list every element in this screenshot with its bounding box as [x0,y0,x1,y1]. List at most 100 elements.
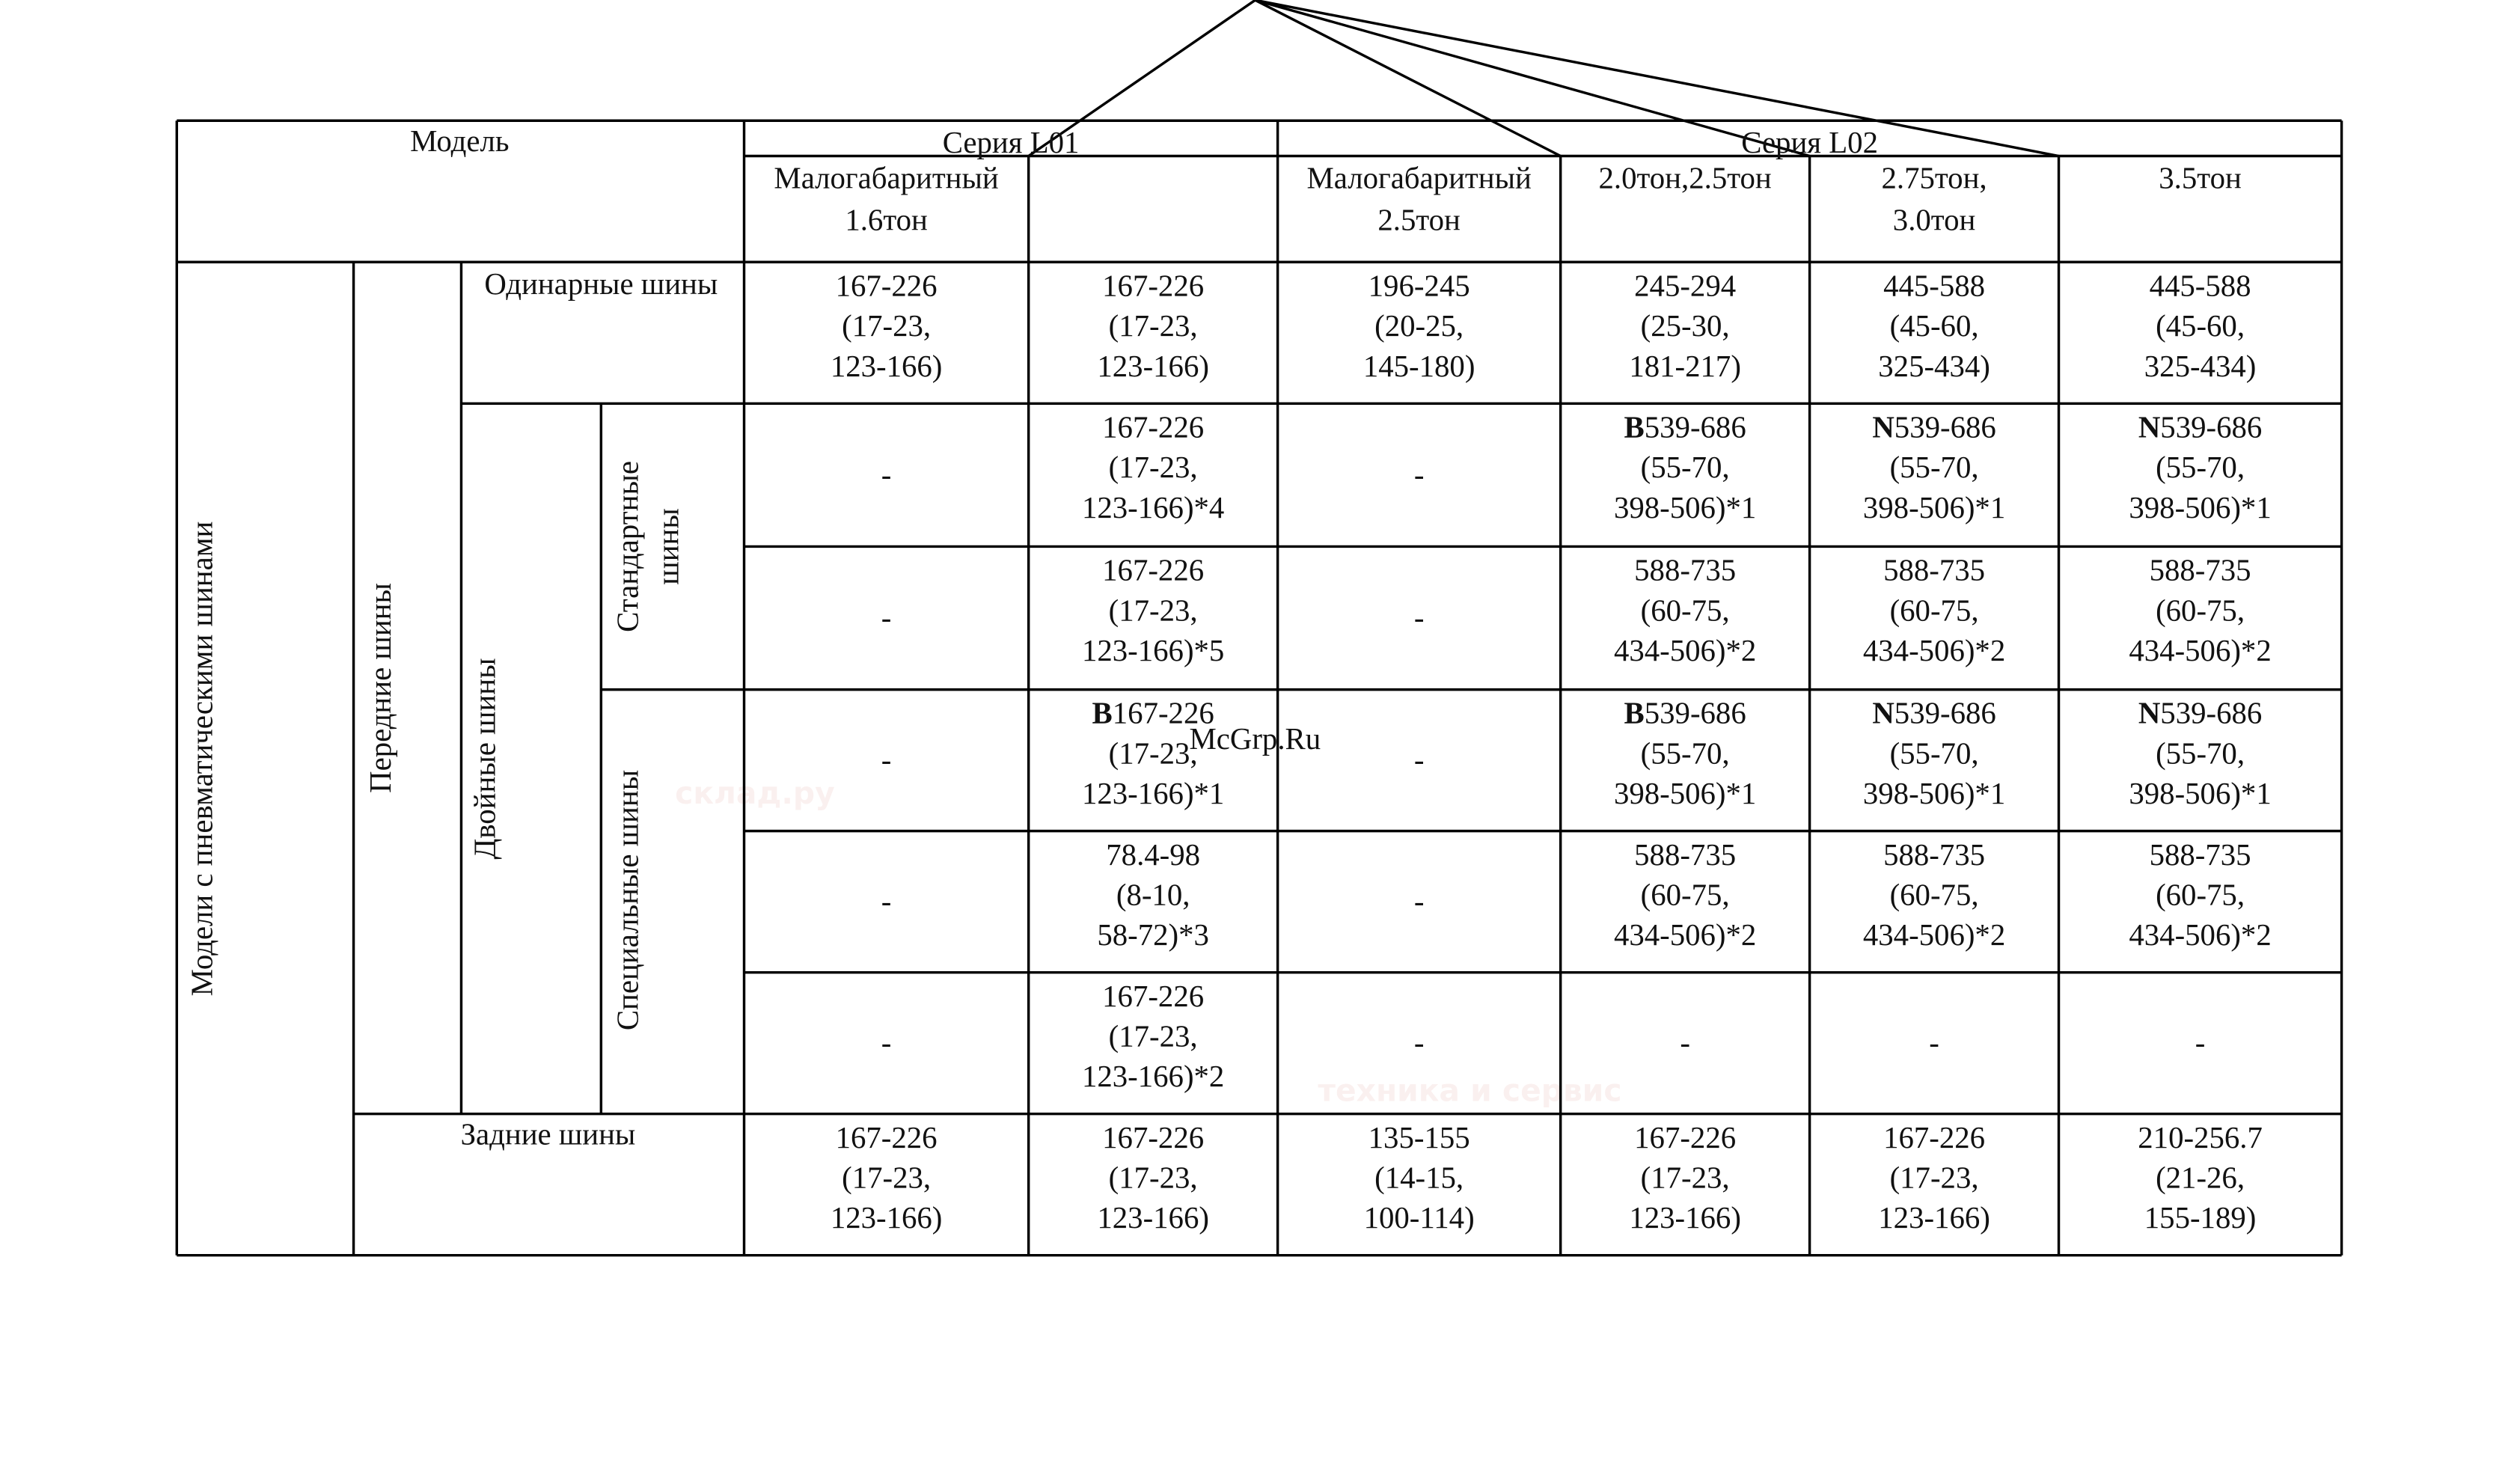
cell-text: (55-70, [1641,736,1730,770]
cell-text: (25-30, [1641,309,1730,343]
cell-text: B539-686 [1624,697,1746,730]
cell-text: (60-75, [1641,878,1730,911]
cell-line: 539-686 [2160,410,2262,444]
cell-text: N539-686 [1872,697,1995,730]
cell-text: 588-735 [1634,554,1736,587]
cell-text: 145-180) [1363,349,1475,383]
cell-text: 167-226 [1102,1121,1204,1155]
cell-text: 167-226 [1102,979,1204,1013]
cell-text: (60-75, [2156,878,2245,911]
cell-line: 445-588 [2150,269,2251,302]
cell-line: 539-686 [1645,410,1746,444]
watermark-logo: склад.ру [675,775,835,811]
cell-text: 398-506)*1 [1614,491,1756,525]
cell-prefix: B [1624,697,1645,730]
cell-line: 539-686 [2160,697,2262,730]
cell-line: (17-23, [1890,1161,1979,1195]
cell-text: - [881,458,892,492]
cell-line: 181-217) [1629,349,1741,383]
cell-text: (17-23, [842,309,931,343]
cell-prefix: N [1872,697,1894,730]
cell-text: 123-166) [1878,1201,1990,1235]
rear-label: Задние шины [461,1118,636,1152]
cell-text: (17-23, [842,1161,931,1195]
cell-text: (55-70, [2156,736,2245,770]
watermark-slogan: техника и сервис [1318,1073,1621,1109]
cell-line: 434-506)*2 [1863,634,2005,667]
cell-line: (55-70, [1890,450,1979,484]
cell-line: 123-166)*2 [1082,1059,1224,1093]
cell-line: 588-735 [1634,838,1736,872]
cell-text: - [1414,1026,1425,1059]
cell-line: 167-226 [1102,979,1204,1013]
cell-line: 100-114) [1364,1201,1475,1235]
cell-text: 100-114) [1364,1201,1475,1235]
cell-text: (17-23, [1109,736,1198,770]
cell-line: 167-226 [836,269,938,302]
cell-line: 434-506)*2 [1614,918,1756,952]
cell-text: (21-26, [2156,1161,2245,1195]
cell-text: (14-15, [1374,1161,1464,1195]
cell-line: 434-506)*2 [2129,634,2271,667]
series-label: Серия L01 [943,126,1080,159]
cell-text: 434-506)*2 [2129,918,2271,952]
cell-line: 210-256.7 [2138,1121,2263,1155]
cell-text: 434-506)*2 [1614,634,1756,667]
cell-text: (55-70, [1890,736,1979,770]
column-header: 3.5тон [2159,161,2242,195]
cell-line: 398-506)*1 [1614,777,1756,810]
cell-line: 123-166)*4 [1082,491,1224,525]
cell-text: 445-588 [2150,269,2251,302]
cell-text: 588-735 [2150,554,2251,587]
column-header: 2.5тон [1377,203,1461,236]
cell-text: (17-23, [1109,593,1198,627]
cell-line: 123-166) [1629,1201,1741,1235]
cell-line: (25-30, [1641,309,1730,343]
cell-text: 123-166) [1629,1201,1741,1235]
cell-text: 123-166)*1 [1082,777,1224,810]
cell-line: (60-75, [2156,593,2245,627]
cell-line: (17-23, [1109,1019,1198,1053]
cell-line: (60-75, [1641,593,1730,627]
single-label: Одинарные шины [484,267,718,301]
cell-line: 398-506)*1 [1614,491,1756,525]
column-header: 2.75тон, [1882,161,1987,195]
cell-text: 181-217) [1629,349,1741,383]
cell-line: 155-189) [2144,1201,2257,1235]
cell-text: (20-25, [1374,309,1464,343]
cell-text: 434-506)*2 [1863,918,2005,952]
cell-text: (17-23, [1109,1019,1198,1053]
cell-text: 325-434) [1878,349,1990,383]
cell-prefix: N [2138,410,2160,444]
cell-text: - [1414,458,1425,492]
cell-line: (17-23, [1109,1161,1198,1195]
cell-text: 588-735 [1883,838,1985,872]
cell-text: (45-60, [1890,309,1979,343]
table-border [1255,0,2059,158]
cell-line: (17-23, [842,309,931,343]
cell-text: B167-226 [1092,697,1214,730]
cell-line: 123-166) [1097,1201,1209,1235]
cell-line: 167-226 [1102,1121,1204,1155]
cell-prefix: B [1624,410,1645,444]
cell-line: 135-155 [1368,1121,1470,1155]
table-border [1027,0,1256,157]
cell-text: 167-226 [1634,1121,1736,1155]
cell-text: B539-686 [1624,410,1746,444]
cell-text: - [881,601,892,634]
cell-text: 434-506)*2 [1863,634,2005,667]
cell-prefix: N [1872,410,1894,444]
cell-line: 398-506)*1 [1863,777,2005,810]
cell-prefix: B [1092,697,1113,730]
cell-text: 123-166)*2 [1082,1059,1224,1093]
cell-line: (60-75, [1890,878,1979,911]
cell-line: (21-26, [2156,1161,2245,1195]
cell-line: 145-180) [1363,349,1475,383]
cell-text: - [881,743,892,777]
cell-line: (17-23, [1109,450,1198,484]
cell-text: 196-245 [1368,269,1470,302]
cell-text: 245-294 [1634,269,1736,302]
cell-line: (14-15, [1374,1161,1464,1195]
